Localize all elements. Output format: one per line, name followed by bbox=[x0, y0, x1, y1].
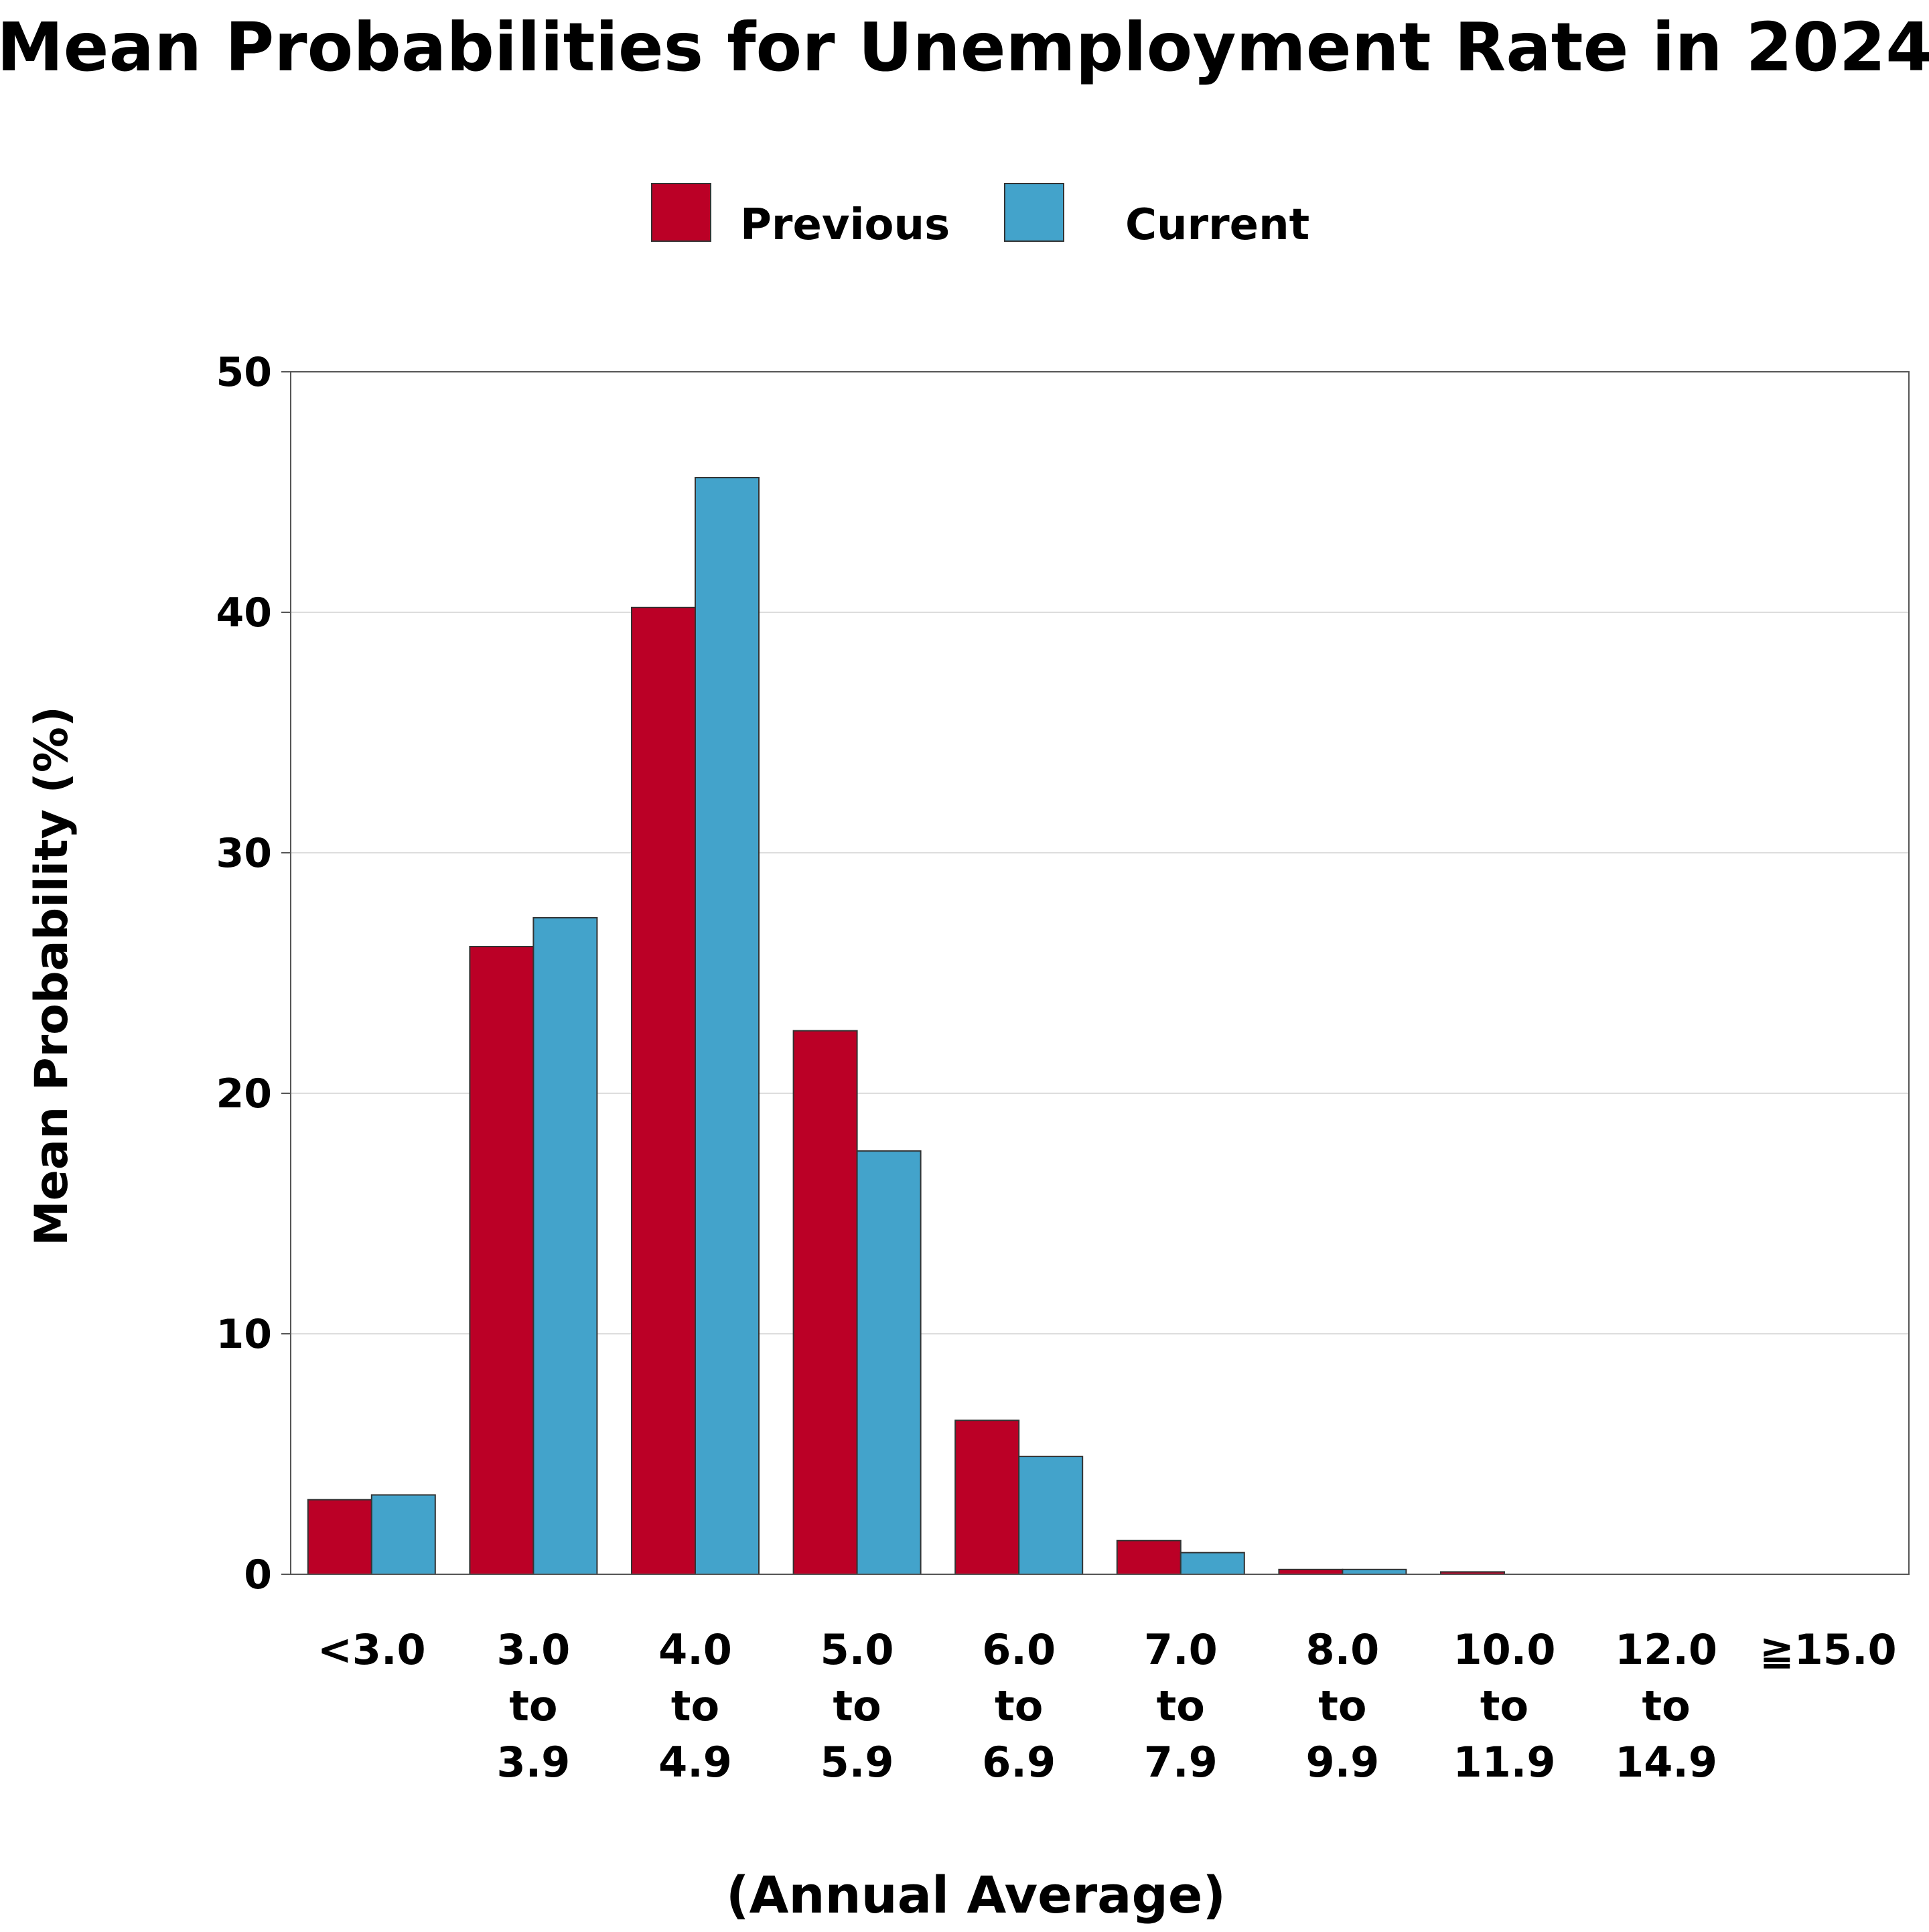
plot-frame bbox=[290, 371, 1910, 1575]
x-tick-label-line: 9.9 bbox=[1305, 1738, 1379, 1787]
bar-current bbox=[370, 1494, 436, 1576]
y-tick-label: 0 bbox=[244, 1551, 272, 1598]
bar-current bbox=[532, 916, 598, 1576]
bar-current bbox=[1018, 1456, 1084, 1576]
bar-previous bbox=[1116, 1539, 1182, 1575]
y-axis-title: Mean Probability (%) bbox=[25, 706, 78, 1246]
legend-label-previous: Previous bbox=[740, 200, 950, 250]
y-tick-label: 30 bbox=[216, 830, 273, 877]
x-tick-label: 12.0 to 14.9 bbox=[1615, 1625, 1717, 1787]
x-tick-label-line: 8.0 bbox=[1305, 1625, 1379, 1674]
bar-current bbox=[1180, 1551, 1245, 1575]
x-tick-label: 10.0 to 11.9 bbox=[1453, 1625, 1556, 1787]
legend-label-current: Current bbox=[1125, 200, 1309, 250]
x-tick-label-line: 4.9 bbox=[658, 1738, 732, 1787]
x-axis-title: (Annual Average) bbox=[726, 1865, 1226, 1925]
chart-title: Mean Probabilities for Unemployment Rate… bbox=[0, 8, 1929, 86]
y-tick-label: 40 bbox=[216, 590, 273, 636]
bar-previous bbox=[307, 1499, 372, 1575]
x-tick-label: 5.0 to 5.9 bbox=[820, 1625, 894, 1787]
x-tick-label-line: to bbox=[509, 1681, 557, 1730]
x-axis-ticks: <3.0 3.0 to 3.9 4.0 to 4.9 5.0 to 5.9 6.0 to 6.9 7.0 t… bbox=[317, 1625, 1897, 1787]
x-tick-label-line: 11.9 bbox=[1453, 1738, 1556, 1787]
x-tick-label-line: ≧15.0 bbox=[1760, 1625, 1897, 1674]
x-tick-label: ≧15.0 bbox=[1760, 1625, 1897, 1674]
x-tick-label-line: 12.0 bbox=[1615, 1625, 1717, 1674]
x-tick-label: 6.0 to 6.9 bbox=[982, 1625, 1056, 1787]
x-tick-label-line: 10.0 bbox=[1453, 1625, 1556, 1674]
x-tick-label: 4.0 to 4.9 bbox=[658, 1625, 732, 1787]
x-tick-label-line: <3.0 bbox=[317, 1625, 426, 1674]
bar-previous bbox=[954, 1420, 1020, 1575]
bar-previous bbox=[1278, 1568, 1344, 1576]
x-tick-label-line: 6.9 bbox=[982, 1738, 1056, 1787]
x-tick-label-line: to bbox=[1318, 1681, 1366, 1730]
bar-current bbox=[856, 1150, 922, 1576]
legend-swatch-previous bbox=[651, 183, 711, 242]
y-axis-ticks: 0 10 20 30 40 50 bbox=[216, 349, 291, 1598]
x-tick-label-line: 14.9 bbox=[1615, 1738, 1717, 1787]
y-tick-label: 50 bbox=[216, 349, 273, 396]
x-tick-label-line: 3.9 bbox=[496, 1738, 570, 1787]
x-tick-label-line: to bbox=[1642, 1681, 1690, 1730]
x-tick-label-line: 6.0 bbox=[982, 1625, 1056, 1674]
y-tick-label: 20 bbox=[216, 1071, 273, 1117]
bar-previous bbox=[469, 946, 534, 1575]
x-tick-label: 8.0 to 9.9 bbox=[1305, 1625, 1379, 1787]
x-tick-label: 3.0 to 3.9 bbox=[496, 1625, 570, 1787]
x-tick-label-line: to bbox=[833, 1681, 881, 1730]
x-tick-label-line: to bbox=[1480, 1681, 1528, 1730]
x-tick-label-line: to bbox=[995, 1681, 1043, 1730]
x-tick-label-line: 5.9 bbox=[820, 1738, 894, 1787]
x-tick-label-line: 5.0 bbox=[820, 1625, 894, 1674]
x-tick-label-line: 7.0 bbox=[1144, 1625, 1218, 1674]
x-tick-label-line: 3.0 bbox=[496, 1625, 570, 1674]
legend-swatch-current bbox=[1004, 183, 1064, 242]
y-tick-label: 10 bbox=[216, 1311, 273, 1358]
bar-previous bbox=[631, 606, 696, 1576]
x-tick-label-line: to bbox=[671, 1681, 719, 1730]
x-tick-label: 7.0 to 7.9 bbox=[1144, 1625, 1218, 1787]
x-tick-label-line: 4.0 bbox=[658, 1625, 732, 1674]
bar-current bbox=[695, 476, 760, 1576]
bar-current bbox=[1342, 1568, 1407, 1576]
x-tick-label: <3.0 bbox=[317, 1625, 426, 1674]
bars bbox=[307, 476, 1505, 1576]
x-tick-label-line: to bbox=[1157, 1681, 1205, 1730]
legend: Previous Current bbox=[651, 183, 1309, 250]
bar-previous bbox=[792, 1030, 858, 1576]
x-tick-label-line: 7.9 bbox=[1144, 1738, 1218, 1787]
